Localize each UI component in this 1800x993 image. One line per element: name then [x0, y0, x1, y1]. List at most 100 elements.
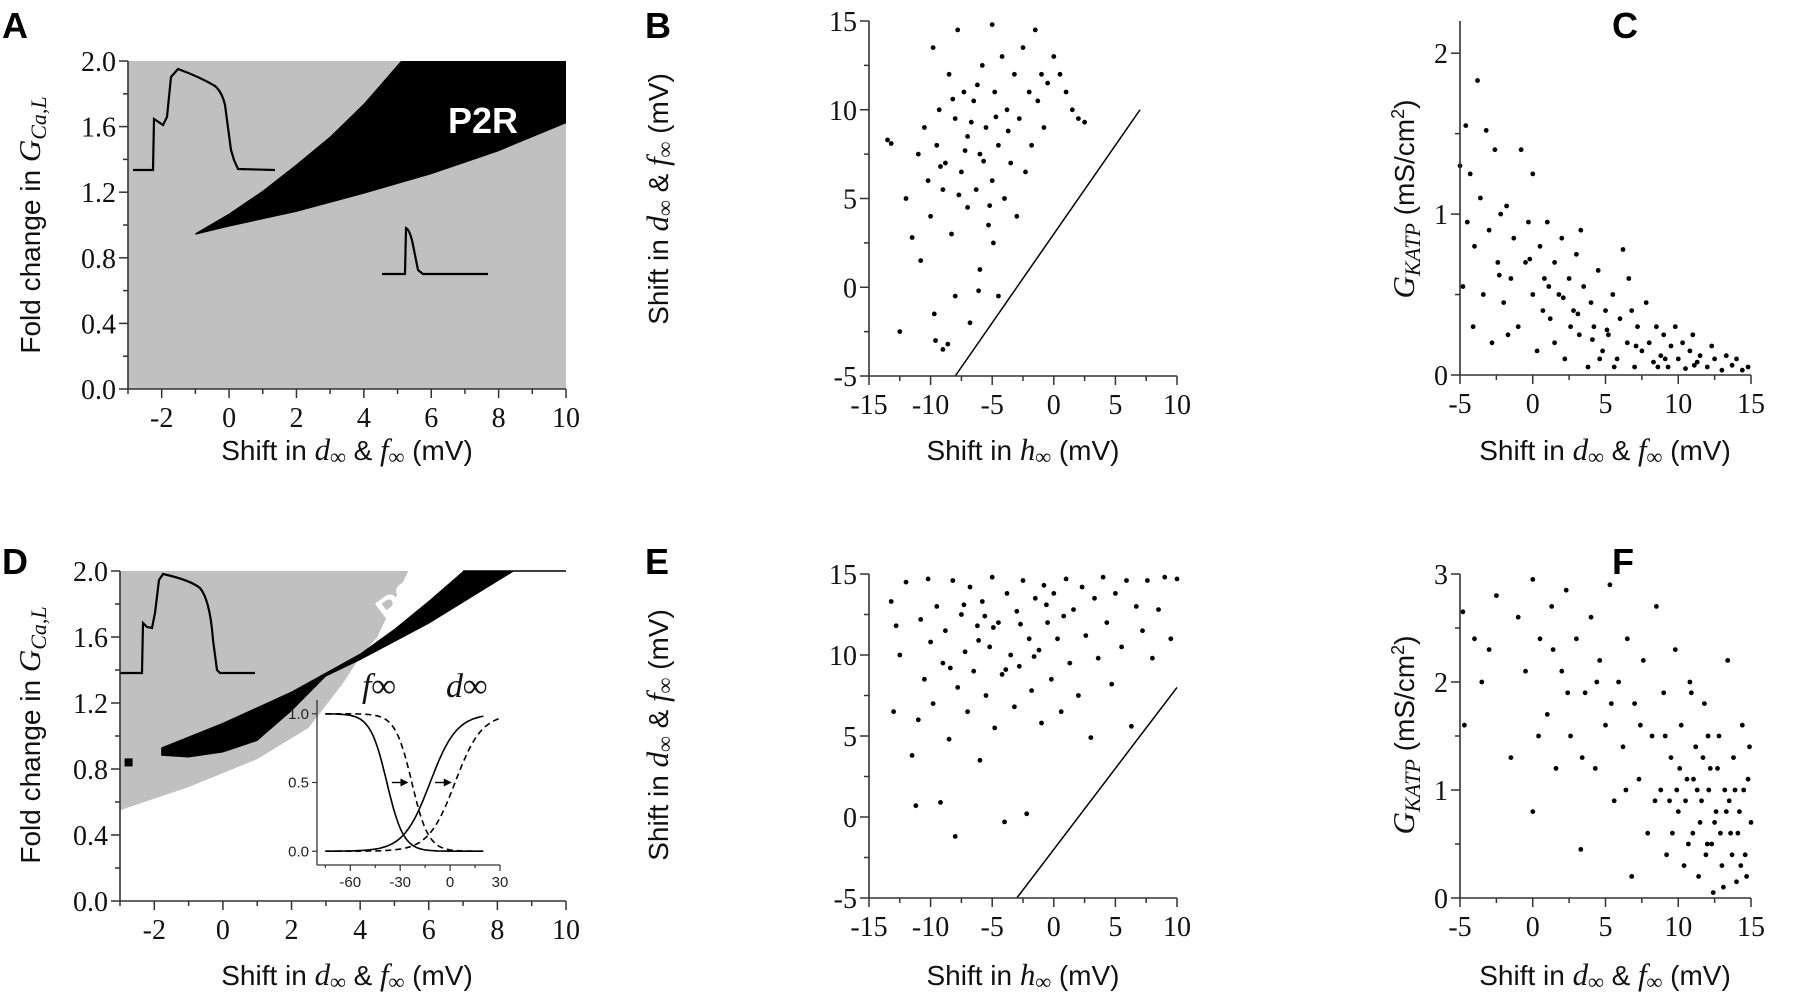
x-tick-label: 10: [1163, 912, 1191, 943]
bursting-trace-icon: [120, 572, 255, 675]
scatter-point: [934, 604, 940, 609]
scatter-point: [945, 341, 951, 347]
label-part: (mV): [1662, 435, 1730, 466]
inset-label-d-inf: d∞: [446, 668, 487, 705]
scatter-point: [1024, 811, 1030, 817]
label-part: ∞: [1035, 969, 1051, 993]
scatter-point: [1542, 276, 1547, 281]
scatter-point: [1088, 735, 1094, 740]
scatter-point: [1571, 308, 1576, 313]
scatter-point: [903, 579, 909, 585]
scatter-point: [1540, 308, 1546, 313]
scatter-point: [1675, 356, 1681, 362]
scatter-point: [1008, 160, 1014, 166]
scatter-point: [1008, 652, 1014, 658]
scatter-point: [1031, 654, 1037, 659]
scatter-point: [1020, 578, 1026, 583]
label-part: &: [346, 960, 380, 991]
scatter-point: [975, 623, 980, 629]
scatter-point: [1734, 879, 1739, 885]
scatter-point: [1728, 830, 1733, 836]
scatter-point: [1537, 636, 1543, 642]
scatter-point: [967, 584, 973, 590]
scatter-point: [1696, 874, 1701, 879]
label-part: (mV): [643, 609, 674, 677]
scatter-point: [1082, 119, 1087, 125]
scatter-point: [1680, 340, 1685, 346]
scatter-point: [1014, 608, 1020, 614]
scatter-point: [918, 258, 924, 263]
x-tick-label: -5: [1448, 389, 1471, 420]
x-tick-label: 10: [1664, 389, 1692, 420]
scatter-point: [1654, 324, 1659, 330]
x-tick-label: 15: [1737, 912, 1765, 943]
label-part: d: [1573, 957, 1589, 992]
scatter-point: [943, 160, 948, 166]
scatter-point: [1603, 308, 1608, 313]
scatter-point: [1709, 841, 1715, 847]
scatter-point: [1041, 582, 1047, 588]
label-part: Ca,L: [26, 96, 51, 139]
scatter-point: [1044, 602, 1049, 608]
scatter-point: [1475, 78, 1480, 83]
scatter-point: [1745, 364, 1751, 370]
scatter-point: [1662, 356, 1668, 362]
y-axis-label: Shift in d∞ & f∞ (mV): [640, 609, 677, 861]
scatter-point: [1534, 348, 1540, 354]
arrowhead-icon: [400, 778, 409, 787]
x-tick-label: 0: [222, 403, 236, 434]
scatter-point: [987, 644, 993, 650]
scatter-point: [1168, 636, 1174, 642]
scatter-point: [983, 693, 989, 698]
label-part: G: [1386, 812, 1421, 834]
inset-y-tick-label: 0.0: [288, 843, 309, 860]
label-part: d: [315, 432, 331, 467]
y-tick-label: 15: [829, 7, 857, 38]
x-tick-label: -2: [150, 403, 173, 434]
scatter-point: [1026, 89, 1032, 95]
y-tick-label: 2: [1434, 668, 1448, 699]
scatter-point: [897, 329, 903, 334]
scatter-point: [1012, 71, 1017, 77]
scatter-point: [1700, 755, 1706, 760]
scatter-point: [973, 187, 979, 193]
scatter-point: [1729, 362, 1735, 368]
scatter-point: [1076, 693, 1081, 698]
scatter-point: [1544, 712, 1550, 717]
scatter-point: [1051, 591, 1057, 596]
label-part: KATP: [1400, 223, 1425, 277]
scatter-point: [1489, 340, 1495, 346]
scatter-point: [1635, 324, 1640, 330]
scatter-point: [1109, 681, 1115, 687]
scatter-point: [1670, 830, 1675, 836]
scatter-point: [946, 71, 952, 77]
scatter-point: [1004, 107, 1010, 113]
scatter-point: [1113, 591, 1118, 596]
y-tick-label: 0: [1434, 884, 1448, 915]
scatter-point: [1463, 123, 1469, 128]
scatter-point: [1607, 582, 1613, 588]
inset-x-tick-label: -60: [339, 874, 361, 891]
scatter-point: [1069, 107, 1075, 113]
scatter-point: [1574, 636, 1579, 642]
scatter-point: [1480, 292, 1486, 297]
scatter-point: [1495, 260, 1501, 265]
scatter-point: [1655, 364, 1661, 370]
scatter-point: [1590, 337, 1595, 342]
scatter-point: [1508, 755, 1514, 760]
scatter-point: [1723, 353, 1729, 359]
scatter-point: [949, 231, 954, 237]
scatter-point: [971, 98, 977, 104]
x-tick-label: 4: [357, 403, 371, 434]
label-part: (mV): [1051, 435, 1119, 466]
scatter-point: [977, 151, 983, 157]
scatter-point: [982, 613, 988, 619]
label-part: Shift in: [1479, 960, 1572, 991]
scatter-point: [1629, 308, 1635, 313]
scatter-point: [1649, 733, 1655, 739]
scatter-point: [1579, 755, 1585, 760]
y-axis-label: Fold change in GCa,L: [12, 606, 51, 863]
x-tick-label: 5: [1108, 390, 1122, 421]
scatter-point: [965, 205, 970, 210]
y-tick-label: 15: [829, 560, 857, 591]
